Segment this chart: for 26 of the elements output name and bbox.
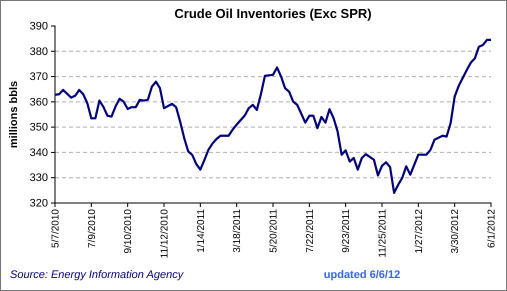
line-series bbox=[54, 38, 492, 194]
x-tick-label: 1/14/2011 bbox=[196, 208, 207, 253]
x-tick-label: 3/30/2012 bbox=[450, 208, 462, 254]
y-tick-label: 320 bbox=[30, 198, 48, 210]
x-tick-label: 9/23/2011 bbox=[341, 208, 352, 253]
y-tick-label: 390 bbox=[30, 20, 48, 33]
y-tick-label: 350 bbox=[30, 122, 48, 134]
x-tick-label: 11/12/2010 bbox=[160, 208, 170, 258]
x-tick-label: 3/18/2011 bbox=[232, 208, 244, 253]
x-tick-label: 7/9/2010 bbox=[86, 208, 98, 248]
x-tick-label: 7/22/2011 bbox=[304, 208, 316, 253]
x-tick-label: 5/20/2011 bbox=[268, 208, 280, 253]
y-tick-label: 340 bbox=[30, 146, 48, 159]
text: updated 6/6/12 bbox=[324, 269, 400, 281]
x-tick-label: 5/7/2010 bbox=[50, 208, 62, 248]
x-tick-label: 11/25/2011 bbox=[378, 208, 388, 258]
x-tick-label: 6/1/2012 bbox=[486, 208, 498, 248]
y-tick-label: 380 bbox=[30, 46, 48, 58]
y-tick-label: 360 bbox=[30, 96, 48, 108]
x-tick-label: 9/10/2010 bbox=[123, 208, 134, 254]
x-tick-label: 1/27/2012 bbox=[414, 208, 425, 254]
source-note: Source: Energy Information Agency bbox=[10, 269, 185, 281]
y-tick-label: 370 bbox=[30, 71, 48, 84]
y-tick-label: 330 bbox=[30, 172, 48, 184]
chart-title: Crude Oil Inventories (Exc SPR) bbox=[174, 6, 372, 21]
y-axis-title: millions bbls bbox=[8, 80, 20, 148]
